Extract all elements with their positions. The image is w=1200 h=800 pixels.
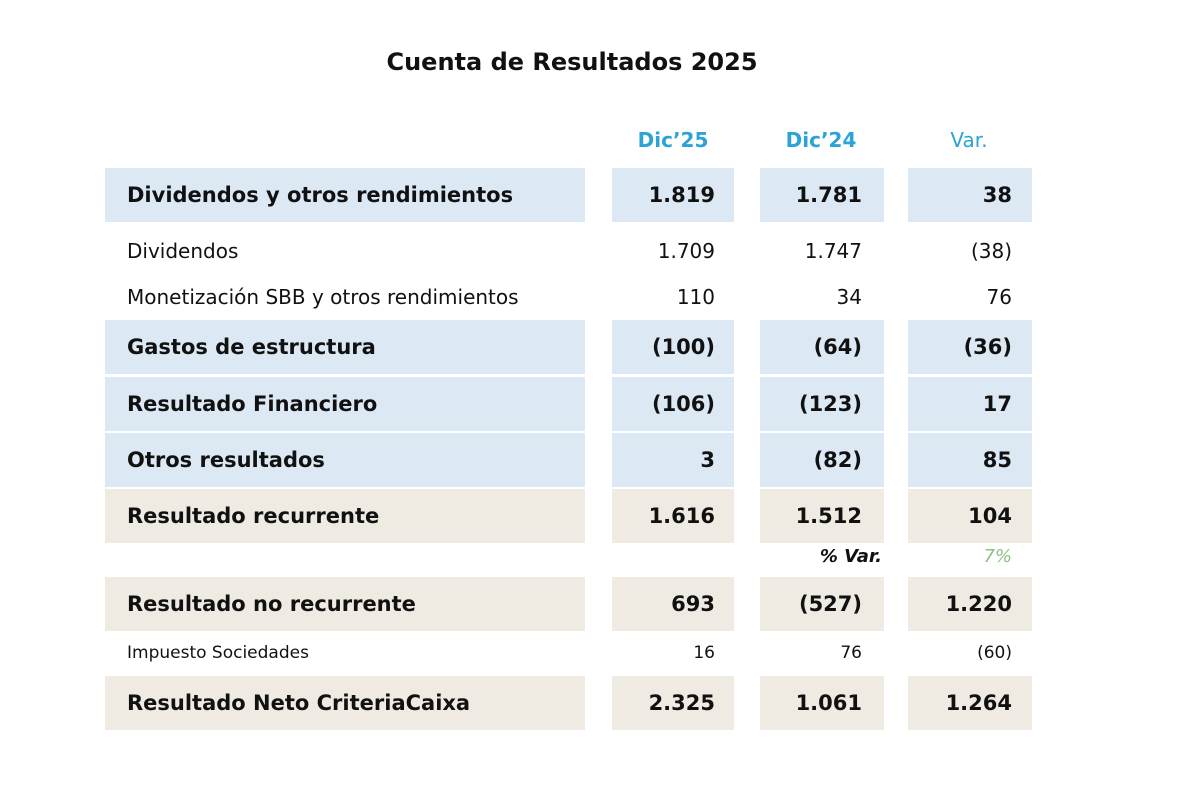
cell-value: 16 — [693, 643, 715, 663]
cell-value: (100) — [651, 335, 715, 359]
row-label: Resultado no recurrente — [127, 592, 416, 616]
cell-band — [908, 377, 1032, 431]
column-header: Dic’24 — [785, 128, 857, 152]
cell-value: (123) — [798, 392, 862, 416]
cell-band — [908, 168, 1032, 222]
cell-band — [760, 377, 884, 431]
cell-value: 17 — [982, 392, 1012, 416]
cell-value: (527) — [798, 592, 862, 616]
percent-var-value: 7% — [983, 546, 1012, 567]
row-label: Impuesto Sociedades — [127, 643, 309, 663]
cell-band — [612, 577, 734, 631]
cell-band — [612, 433, 734, 487]
cell-band — [908, 676, 1032, 730]
cell-band — [612, 377, 734, 431]
row-label: Dividendos — [127, 239, 239, 263]
cell-value: (106) — [651, 392, 715, 416]
cell-band — [612, 676, 734, 730]
column-header: Var. — [950, 128, 988, 152]
cell-value: (82) — [813, 448, 862, 472]
row-label: Resultado Neto CriteriaCaixa — [127, 691, 471, 715]
cell-band — [908, 320, 1032, 374]
cell-value: 104 — [968, 504, 1012, 528]
cell-value: 2.325 — [648, 691, 715, 715]
cell-band — [760, 433, 884, 487]
row-band — [105, 676, 585, 730]
cell-value: (36) — [963, 335, 1012, 359]
cell-value: (38) — [970, 239, 1012, 263]
cell-value: 1.264 — [945, 691, 1012, 715]
row-label: Resultado Financiero — [127, 392, 378, 416]
cell-band — [908, 433, 1032, 487]
cell-value: 34 — [836, 285, 862, 309]
cell-band — [760, 320, 884, 374]
cell-value: 693 — [671, 592, 715, 616]
cell-band — [612, 489, 734, 543]
cell-value: 110 — [676, 285, 715, 309]
row-band — [105, 168, 585, 222]
row-label: Otros resultados — [127, 448, 325, 472]
row-band — [105, 577, 585, 631]
row-band — [105, 489, 585, 543]
row-label: Gastos de estructura — [127, 335, 376, 359]
cell-value: 1.819 — [648, 183, 715, 207]
cell-value: 1.709 — [657, 239, 715, 263]
cell-value: 76 — [840, 643, 862, 663]
row-label: Monetización SBB y otros rendimientos — [127, 285, 519, 309]
column-header: Dic’25 — [637, 128, 709, 152]
percent-var-label: % Var. — [819, 546, 882, 567]
cell-value: 1.747 — [804, 239, 862, 263]
row-label: Dividendos y otros rendimientos — [127, 183, 514, 207]
cell-band — [760, 577, 884, 631]
cell-value: (64) — [813, 335, 862, 359]
cell-band — [760, 676, 884, 730]
cell-value: 85 — [982, 448, 1012, 472]
cell-band — [908, 489, 1032, 543]
cell-value: 1.616 — [648, 504, 715, 528]
cell-value: 1.220 — [945, 592, 1012, 616]
cell-band — [612, 320, 734, 374]
cell-value: 1.512 — [795, 504, 862, 528]
row-band — [105, 433, 585, 487]
cell-value: (60) — [977, 643, 1012, 663]
cell-band — [908, 577, 1032, 631]
cell-value: 1.781 — [795, 183, 862, 207]
row-band — [105, 377, 585, 431]
cell-value: 76 — [986, 285, 1012, 309]
cell-band — [760, 168, 884, 222]
cell-band — [612, 168, 734, 222]
row-band — [105, 320, 585, 374]
cell-value: 1.061 — [795, 691, 862, 715]
row-label: Resultado recurrente — [127, 504, 380, 528]
cell-value: 3 — [700, 448, 715, 472]
title: Cuenta de Resultados 2025 — [386, 48, 758, 76]
cell-value: 38 — [982, 183, 1012, 207]
cell-band — [760, 489, 884, 543]
